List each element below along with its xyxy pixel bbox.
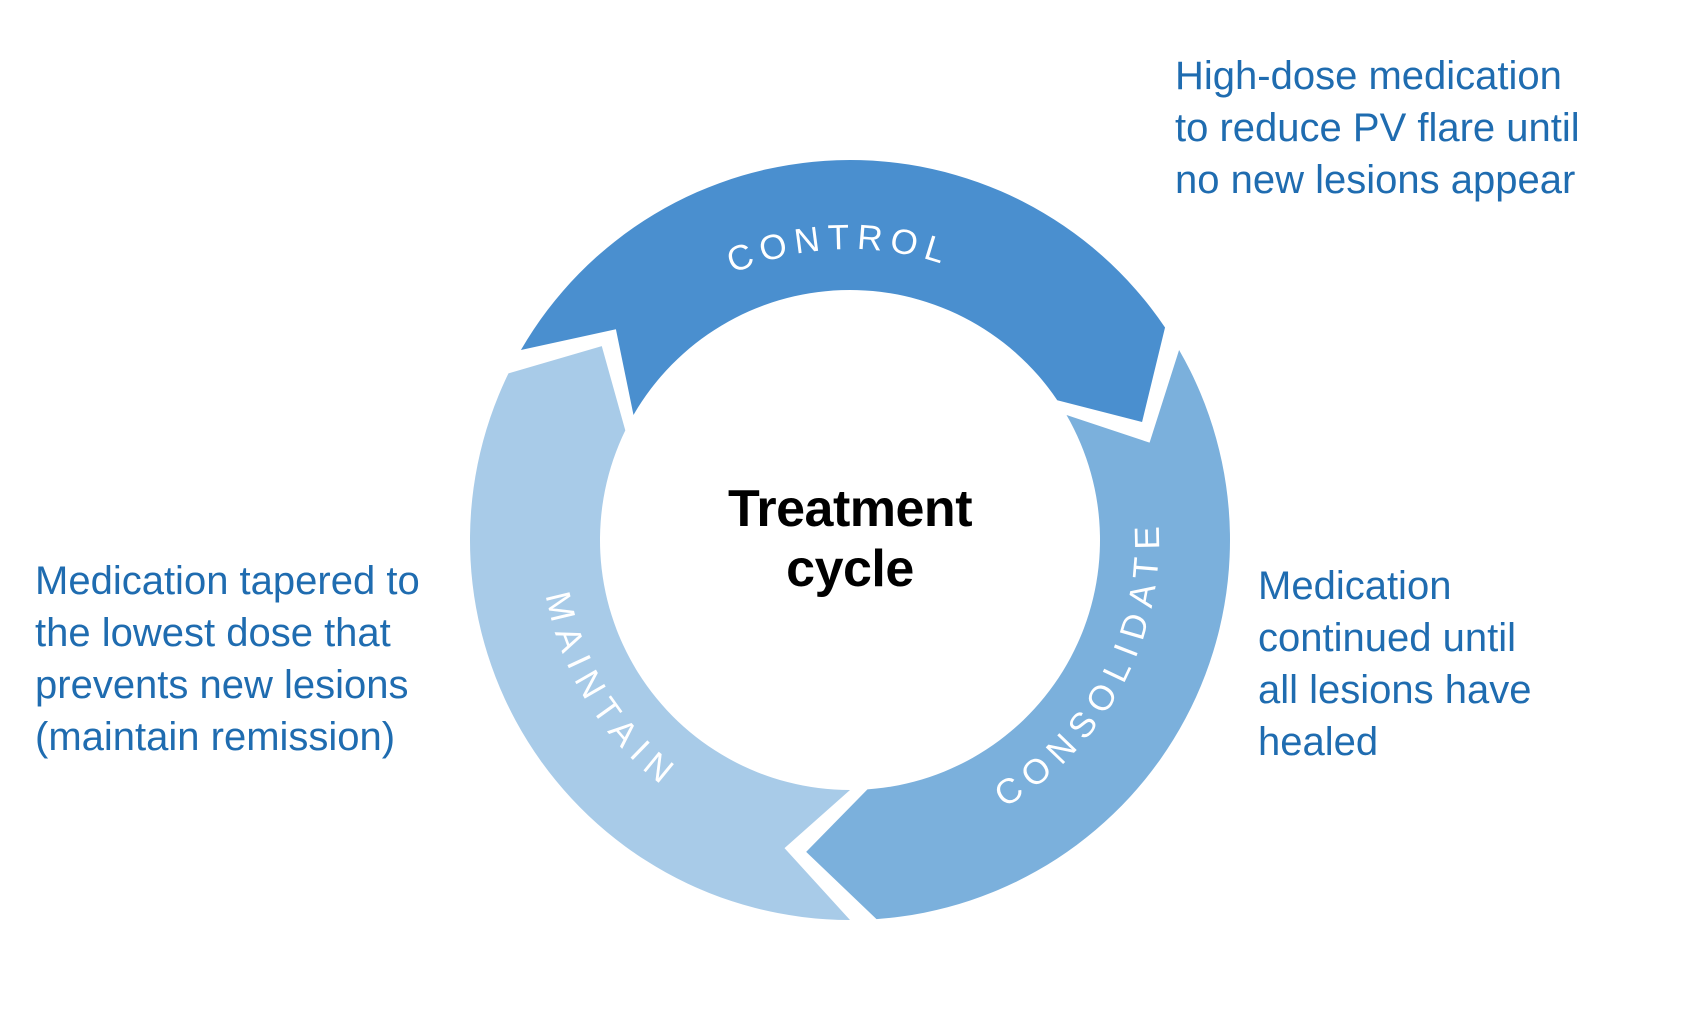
- annot-consolidate: Medicationcontinued untilall lesions hav…: [1258, 560, 1678, 768]
- segment-consolidate: [806, 350, 1230, 919]
- center-title-line2: cycle: [786, 540, 914, 598]
- annot-control: High-dose medicationto reduce PV flare u…: [1175, 50, 1675, 206]
- center-title-line1: Treatment: [728, 480, 972, 538]
- center-title: Treatment cycle: [650, 480, 1050, 600]
- segment-control: [521, 160, 1165, 422]
- segment-maintain: [470, 346, 850, 920]
- annot-maintain: Medication tapered tothe lowest dose tha…: [35, 555, 515, 763]
